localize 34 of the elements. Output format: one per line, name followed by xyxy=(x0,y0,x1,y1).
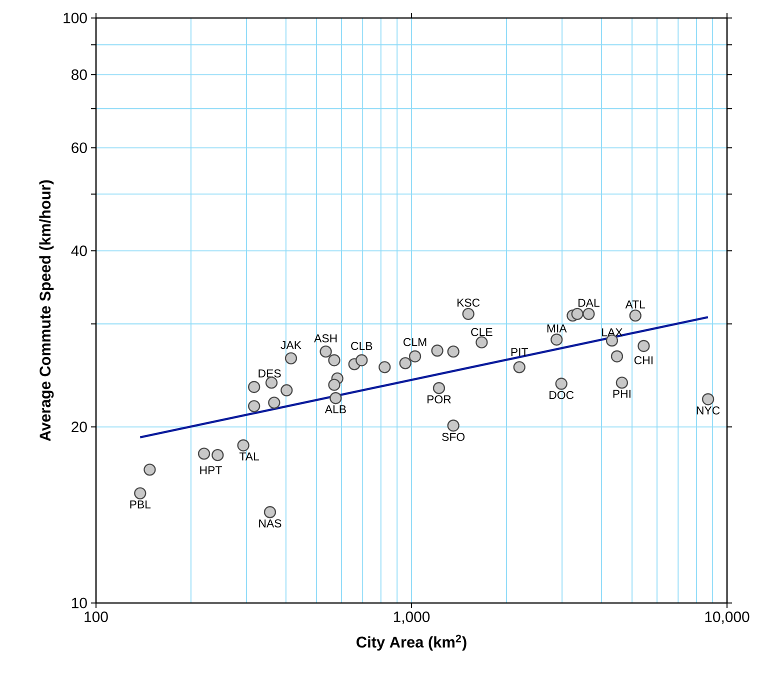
x-tick-label: 1,000 xyxy=(394,611,430,624)
x-tick-label: 100 xyxy=(84,611,108,622)
annotation: CLB xyxy=(351,342,372,350)
annotation: NAS xyxy=(259,519,282,528)
annotation: PBL xyxy=(130,500,151,508)
annotation: DOC xyxy=(550,390,574,400)
annotation: LAX xyxy=(602,328,623,336)
y-tick-label: 100 xyxy=(64,12,87,24)
annotation: PHI xyxy=(613,390,630,398)
y-tick-label: 20 xyxy=(72,422,87,432)
annotation: HPT xyxy=(200,466,222,474)
y-axis-title: Average Commute Speed (km/hour) xyxy=(39,180,54,442)
x-axis-title: City Area (km$^{2}$) xyxy=(356,634,466,651)
annotation: ALB xyxy=(324,405,346,414)
annotation: CHI xyxy=(634,356,653,364)
annotation: KSC xyxy=(457,298,480,307)
y-tick-label: 10 xyxy=(72,598,87,608)
y-tick-label: 60 xyxy=(72,142,87,154)
x-tick-label: 10,000 xyxy=(705,611,750,624)
annotation: NYC xyxy=(696,406,720,415)
annotation: TAL xyxy=(239,452,259,460)
y-tick-label: 40 xyxy=(71,245,87,256)
annotation: ASH xyxy=(314,334,337,342)
annotation: ATL xyxy=(625,300,646,308)
annotation: POR xyxy=(428,395,451,404)
annotation: PIT xyxy=(511,348,528,356)
annotation: DAL xyxy=(578,298,600,307)
annotation: JAK xyxy=(280,341,302,350)
annotation: CLE xyxy=(471,328,492,336)
y-tick-label: 80 xyxy=(72,69,87,80)
annotation: MIA xyxy=(547,324,567,332)
annotation: CLM xyxy=(404,338,426,346)
annotation: SFO xyxy=(442,432,465,441)
annotation: DES xyxy=(258,369,281,378)
